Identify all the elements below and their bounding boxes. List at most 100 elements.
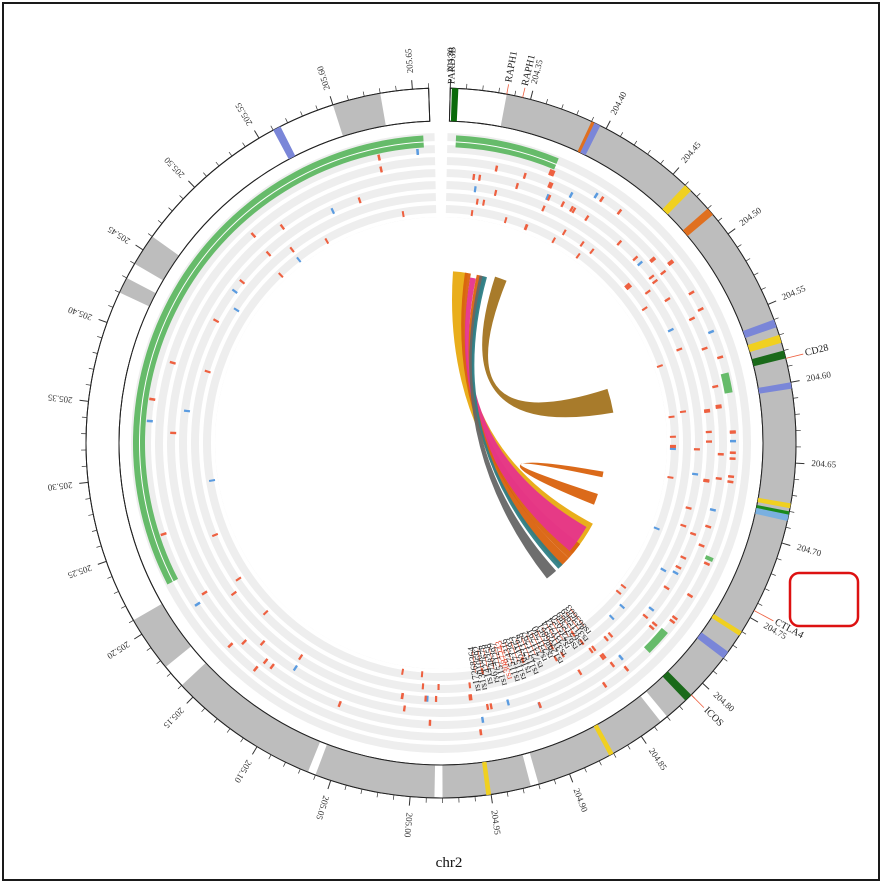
axis-tick bbox=[545, 99, 548, 105]
link-ribbon bbox=[519, 462, 604, 505]
axis-tick bbox=[253, 130, 260, 139]
ideogram-feature bbox=[757, 497, 791, 509]
axis-tick bbox=[561, 104, 564, 110]
axis-tick bbox=[97, 336, 103, 339]
axis-tick-label: 205.05 bbox=[314, 794, 331, 821]
blue-mark bbox=[653, 526, 660, 531]
red-mark bbox=[252, 665, 259, 672]
axis-tick-label: 204.65 bbox=[811, 458, 837, 469]
ideogram-feature bbox=[751, 350, 786, 367]
axis-tick bbox=[121, 605, 126, 609]
axis-tick bbox=[166, 673, 172, 677]
snp-leader-line bbox=[471, 650, 476, 673]
blue-mark bbox=[648, 606, 655, 612]
axis-tick bbox=[506, 791, 509, 797]
snp-label-group: rs863603rs3115969rs6715389rs6745050rs231… bbox=[467, 602, 594, 692]
red-mark bbox=[549, 643, 555, 650]
axis-tick bbox=[795, 462, 805, 465]
axis-tick-label: 204.50 bbox=[737, 205, 763, 228]
axis-tick bbox=[576, 110, 579, 116]
axis-tick bbox=[707, 205, 712, 209]
axis-tick bbox=[717, 217, 723, 222]
axis-tick bbox=[640, 735, 647, 744]
red-mark bbox=[626, 284, 633, 291]
red-mark bbox=[424, 695, 427, 702]
blue-mark bbox=[667, 327, 674, 333]
red-mark bbox=[616, 208, 623, 216]
axis-tick-label: 205.00 bbox=[402, 812, 414, 838]
blue-mark bbox=[473, 186, 477, 193]
ideogram-band bbox=[133, 603, 192, 668]
axis-tick bbox=[490, 794, 493, 804]
gene-label-raph1: RAPH1 bbox=[503, 50, 520, 83]
red-mark bbox=[616, 239, 623, 246]
snp-leader-line bbox=[510, 640, 519, 662]
red-mark bbox=[537, 701, 543, 709]
axis-tick bbox=[329, 96, 334, 106]
gene-track-bar bbox=[455, 135, 559, 164]
axis-tick bbox=[723, 657, 728, 662]
axis-tick bbox=[569, 773, 574, 783]
ideogram-feature bbox=[711, 614, 742, 636]
axis-tick bbox=[736, 244, 742, 248]
snp-leader-line bbox=[499, 644, 507, 666]
red-mark bbox=[620, 583, 627, 589]
axis-tick bbox=[251, 746, 258, 755]
axis-tick bbox=[88, 514, 94, 516]
axis-tick bbox=[270, 125, 274, 131]
red-mark bbox=[204, 369, 211, 374]
blue-mark bbox=[618, 654, 624, 661]
red-mark bbox=[551, 237, 557, 244]
red-mark bbox=[239, 279, 246, 285]
axis-tick-label: 205.30 bbox=[47, 480, 73, 493]
red-mark bbox=[648, 624, 655, 631]
red-mark bbox=[470, 209, 474, 217]
red-mark bbox=[717, 452, 724, 456]
red-mark bbox=[401, 210, 405, 218]
axis-tick bbox=[745, 258, 751, 262]
red-mark bbox=[632, 255, 639, 262]
red-mark bbox=[262, 609, 269, 616]
blue-mark bbox=[480, 716, 485, 724]
gene-leader-line bbox=[522, 87, 526, 98]
axis-tick-label: 204.70 bbox=[796, 542, 823, 559]
axis-tick-label: 205.20 bbox=[105, 639, 132, 661]
blue-mark bbox=[660, 567, 667, 573]
axis-tick-label: 205.10 bbox=[232, 758, 254, 785]
gene-track-bar bbox=[140, 142, 424, 582]
ideogram-feature bbox=[755, 507, 789, 521]
gene-label-icos: ICOS bbox=[702, 705, 726, 729]
red-mark bbox=[524, 224, 529, 231]
axis-tick bbox=[88, 367, 94, 370]
red-mark bbox=[298, 653, 304, 661]
red-mark bbox=[149, 397, 156, 401]
red-mark bbox=[703, 561, 711, 567]
red-mark bbox=[686, 592, 694, 599]
axis-tick-label: 204.95 bbox=[489, 809, 502, 835]
red-mark bbox=[561, 229, 567, 236]
red-mark bbox=[468, 682, 472, 689]
red-mark bbox=[680, 523, 687, 528]
red-mark bbox=[482, 199, 486, 206]
gene-leader-line bbox=[785, 353, 804, 359]
snp-leader-line bbox=[551, 621, 564, 641]
ideogram-band bbox=[315, 744, 436, 798]
axis-tick bbox=[392, 794, 395, 800]
red-mark bbox=[698, 543, 705, 548]
axis-tick bbox=[283, 762, 286, 767]
red-mark bbox=[324, 237, 330, 245]
axis-tick bbox=[92, 351, 98, 354]
red-mark bbox=[560, 651, 565, 658]
red-mark bbox=[546, 194, 552, 201]
red-mark bbox=[522, 172, 527, 180]
red-mark bbox=[656, 364, 664, 368]
red-mark bbox=[265, 250, 272, 257]
axis-tick bbox=[85, 384, 91, 386]
red-mark bbox=[560, 201, 566, 208]
red-mark bbox=[575, 252, 581, 259]
axis-tick bbox=[764, 588, 770, 591]
red-mark bbox=[169, 360, 176, 365]
red-mark bbox=[641, 306, 648, 312]
red-mark bbox=[241, 639, 248, 646]
axis-tick bbox=[240, 737, 244, 743]
